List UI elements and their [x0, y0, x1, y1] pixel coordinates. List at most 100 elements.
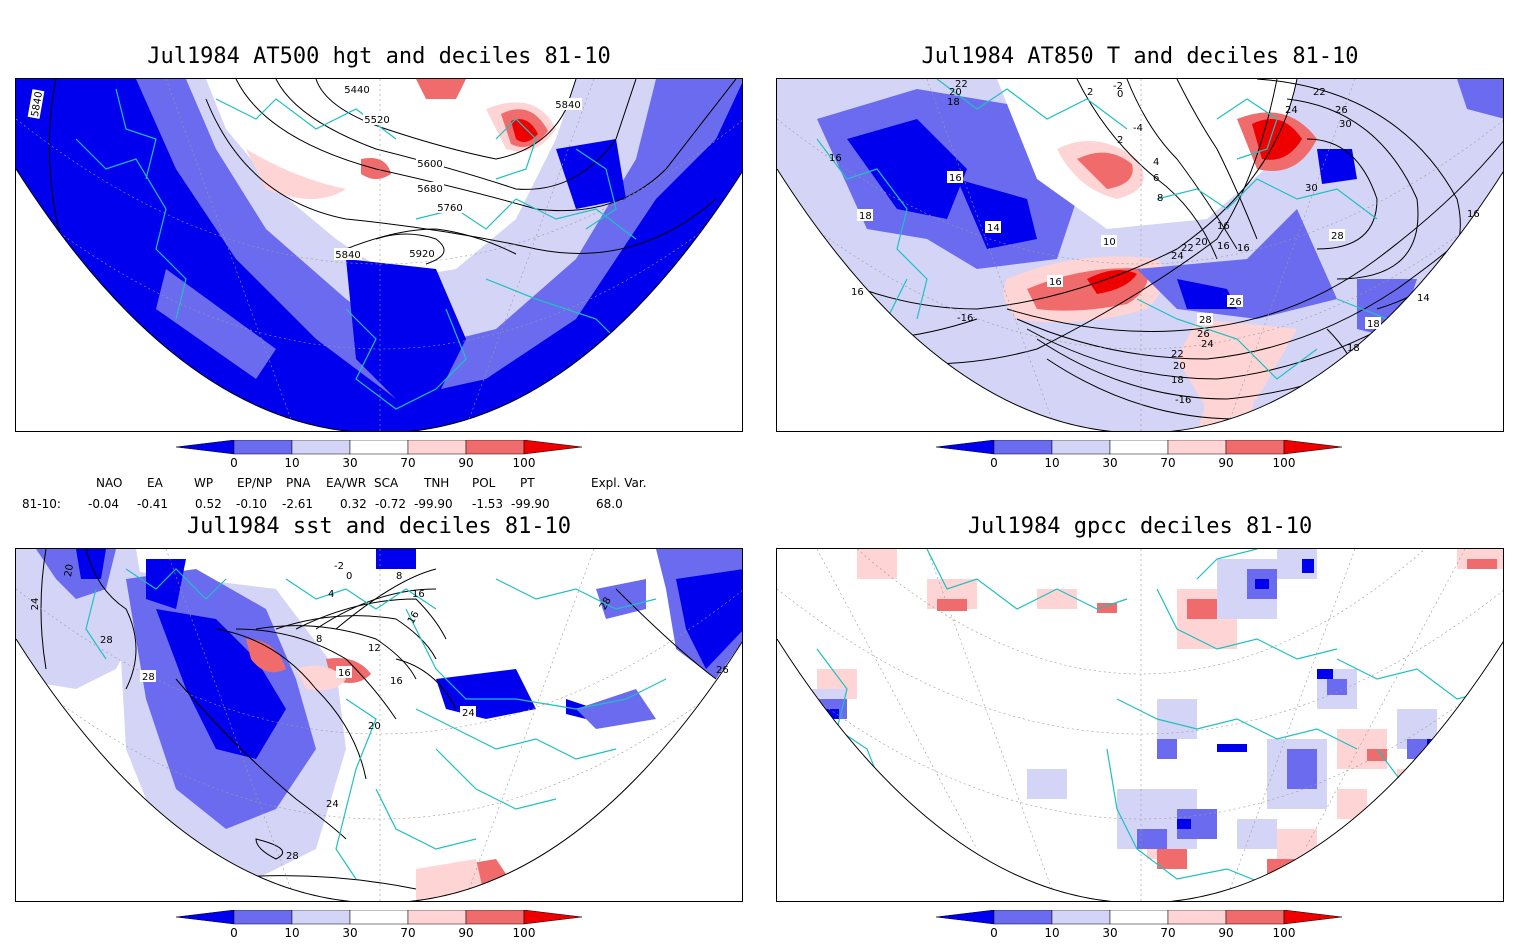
contour-label: -2	[1113, 81, 1123, 92]
index-value: -0.04	[88, 497, 120, 511]
colorbar-label: 70	[400, 926, 416, 940]
colorbar-label: 100	[1272, 456, 1296, 470]
contour-label: 8	[396, 571, 402, 582]
index-header: NAO	[96, 476, 123, 490]
colorbar-label: 70	[1160, 456, 1176, 470]
contour-label: 8	[1157, 193, 1163, 204]
contour-label: 26	[1229, 297, 1242, 308]
colorbar-label: 0	[230, 456, 238, 470]
index-value: -0.41	[137, 497, 169, 511]
contour-label: 24	[30, 598, 41, 611]
contour-label: 20	[368, 721, 381, 732]
contour-label: 24	[1171, 251, 1184, 262]
contour-label: 14	[1417, 293, 1430, 304]
contour-label: 22	[1313, 87, 1326, 98]
index-value: -2.61	[282, 497, 314, 511]
contour-label: -4	[1133, 123, 1143, 134]
contour-label: 5600	[417, 159, 442, 170]
index-header: SCA	[374, 476, 399, 490]
contour-label: 0	[1117, 89, 1123, 100]
contour-label: 16	[1049, 277, 1062, 288]
index-header: PT	[520, 476, 535, 490]
panel-3-title: Jul1984 sst and deciles 81-10	[186, 514, 572, 539]
colorbar-label: 10	[1044, 456, 1060, 470]
contour-label: 6	[1153, 173, 1159, 184]
contour-label: 16	[338, 668, 351, 679]
colorbar-label: 70	[400, 456, 416, 470]
map-panel-sst: 24 20 28 28 8 12 16 16 20 16 24 24 28 26…	[15, 548, 743, 902]
colorbar-label: 10	[284, 926, 300, 940]
index-header: PNA	[286, 476, 311, 490]
contour-label: 30	[1339, 119, 1352, 130]
index-header: POL	[472, 476, 496, 490]
colorbar-swatches	[935, 439, 1343, 455]
contour-label: 22	[955, 79, 968, 90]
contour-label: -2	[334, 561, 344, 572]
index-value: 0.52	[195, 497, 222, 511]
contour-label: 24	[1201, 339, 1214, 350]
contour-label: 8	[316, 634, 322, 645]
contour-label: 10	[1103, 237, 1116, 248]
colorbar-swatches	[175, 439, 583, 455]
contour-label: 16	[1217, 221, 1230, 232]
contour-label: 22	[1171, 349, 1184, 360]
panel-1-title: Jul1984 AT500 hgt and deciles 81-10	[147, 44, 611, 69]
contour-label: 16	[1217, 241, 1230, 252]
contour-label: 16	[851, 287, 864, 298]
contour-label: 30	[1305, 183, 1318, 194]
contour-label: 20	[63, 563, 76, 577]
index-header: EA/WR	[326, 476, 367, 490]
contour-label: 16	[390, 676, 403, 687]
contour-label: 0	[346, 571, 352, 582]
index-header: TNH	[424, 476, 450, 490]
contour-label: 4	[328, 589, 334, 600]
contour-label: 18	[1367, 319, 1380, 330]
contour-label: 16	[1467, 209, 1480, 220]
contour-label: 5680	[417, 184, 442, 195]
panel-2-title: Jul1984 AT850 T and deciles 81-10	[921, 44, 1359, 69]
contour-label: 14	[987, 223, 1000, 234]
contour-label: 20	[949, 87, 962, 98]
contour-label: 16	[829, 153, 842, 164]
contour-label: -16	[957, 313, 973, 324]
colorbar-label: 70	[1160, 926, 1176, 940]
colorbar-label: 30	[342, 926, 358, 940]
colorbar-label: 90	[458, 926, 474, 940]
colorbar-label: 100	[1272, 926, 1296, 940]
colorbar-label: 0	[990, 456, 998, 470]
index-row-label: 81-10:	[22, 497, 61, 511]
contour-label: 5520	[364, 115, 389, 126]
index-header: EA	[147, 476, 163, 490]
contour-label: 28	[1331, 231, 1344, 242]
contour-label: 5440	[344, 85, 369, 96]
contour-label: 2	[1087, 87, 1093, 98]
map-panel-at850-t: 22 20 18 16 16 18 14 16 10 16 -16 16 2 -…	[776, 78, 1504, 432]
contour-label: 22	[1181, 243, 1194, 254]
colorbar-2: 0 10 30 70 90 100	[935, 439, 1356, 480]
index-value: 68.0	[596, 497, 623, 511]
contour-label: 2	[1117, 135, 1123, 146]
contour-label: 18	[1347, 343, 1360, 354]
contour-label: 28	[1199, 315, 1212, 326]
contour-label: -16	[1175, 395, 1191, 406]
map-panel-at500-hgt: 5840 5440 5520 5600 5680 5760 5840 5920 …	[15, 78, 743, 432]
colorbar-1: 0 10 30 70 90 100	[175, 439, 596, 480]
contour-label: 5920	[409, 249, 434, 260]
index-value: -0.72	[375, 497, 407, 511]
contour-label: 26	[1335, 105, 1348, 116]
contour-label: 5840	[555, 100, 580, 111]
contour-label: 12	[368, 643, 381, 654]
index-value: -1.53	[472, 497, 504, 511]
colorbar-label: 30	[1102, 456, 1118, 470]
colorbar-label: 100	[512, 926, 536, 940]
colorbar-label: 90	[1218, 926, 1234, 940]
contour-label: 24	[1285, 105, 1298, 116]
colorbar-label: 100	[512, 456, 536, 470]
contour-label: 18	[1171, 375, 1184, 386]
colorbar-label: 10	[1044, 926, 1060, 940]
contour-label: 5760	[437, 203, 462, 214]
colorbar-swatches	[175, 909, 583, 925]
colorbar-label: 30	[1102, 926, 1118, 940]
contour-label: 18	[947, 97, 960, 108]
index-value: 0.32	[340, 497, 367, 511]
